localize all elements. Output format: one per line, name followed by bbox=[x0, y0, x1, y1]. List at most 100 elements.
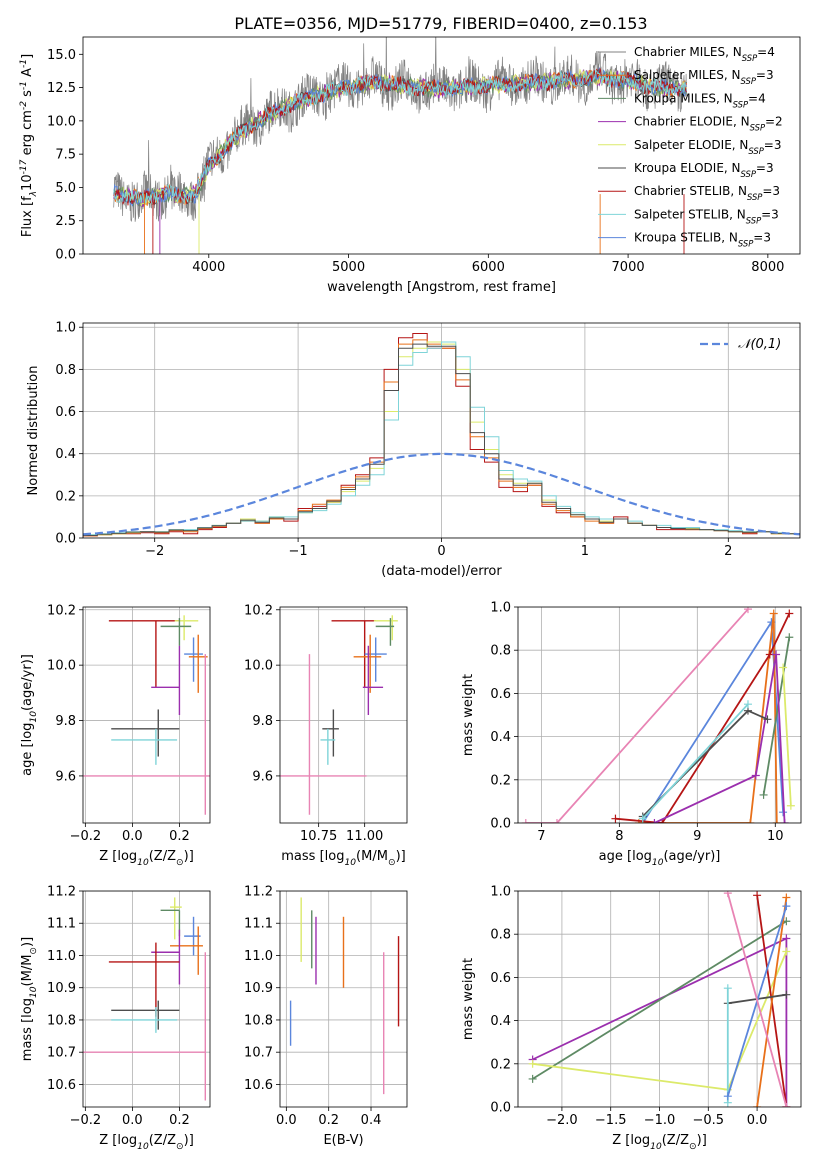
age-vs-mass-x-tick-label: 11.00 bbox=[346, 829, 383, 844]
spectrum-y-tick-label: 12.5 bbox=[47, 81, 76, 96]
mass-vs-EBV-inner bbox=[280, 891, 407, 1107]
spectrum-legend: Chabrier MILES, NSSP=4 Salpeter MILES, NS… bbox=[598, 45, 783, 249]
histogram-y-tick-label: 1.0 bbox=[55, 321, 76, 336]
weight-vs-Z-x-tick-label: −0.5 bbox=[693, 1113, 725, 1128]
age-vs-mass-xlabel: mass [log10(M/M⊙)] bbox=[281, 849, 405, 868]
mass-vs-Z-x-tick-label: 0.0 bbox=[122, 1113, 143, 1128]
hist-legend: 𝒩(0,1) bbox=[700, 337, 781, 352]
age-vs-mass-point-yellow bbox=[373, 615, 398, 641]
age-vs-mass-y-tick-label: 10.0 bbox=[244, 659, 273, 674]
age-vs-mass-point-darkgreen bbox=[375, 618, 395, 646]
weight-vs-age-marker-pink bbox=[743, 607, 752, 614]
weight-vs-age-axes: 7 8 9 10 0.0 0.2 0.4 0.6 0.8 1.0 age [log10(age/yr… bbox=[461, 601, 802, 868]
legend-label: Chabrier ELODIE, NSSP=2 bbox=[634, 115, 783, 133]
weight-vs-age-marker-darkgreen bbox=[759, 790, 768, 799]
spectrum-y-tick-label: 0.0 bbox=[55, 248, 76, 263]
age-vs-Z-y-tick-label: 10.0 bbox=[47, 659, 76, 674]
spectrum-x-tick-label: 6000 bbox=[472, 260, 505, 275]
figure-title: PLATE=0356, MJD=51779, FIBERID=0400, z=0… bbox=[234, 14, 647, 33]
age-vs-mass-y-tick-label: 9.6 bbox=[252, 769, 273, 784]
weight-vs-age-marker-pink bbox=[521, 819, 530, 823]
age-vs-Z-xlabel: Z [log10(Z/Z⊙)] bbox=[99, 849, 194, 868]
spectrum-frame bbox=[82, 36, 801, 255]
weight-vs-age-marker-orange bbox=[772, 819, 781, 823]
weight-vs-Z-marker-orange bbox=[753, 1103, 762, 1107]
weight-vs-age-marker-red bbox=[658, 819, 667, 823]
age-vs-mass-frame bbox=[279, 606, 408, 824]
mass-vs-Z-point-pink bbox=[83, 952, 206, 1101]
plots: 4000 5000 6000 7000 80000.02.55.07.510.012.5… bbox=[19, 36, 802, 1152]
age-vs-Z-y-tick-label: 9.8 bbox=[55, 714, 76, 729]
age-vs-Z-point-darkgreen bbox=[160, 618, 192, 646]
legend-label: Chabrier MILES, NSSP=4 bbox=[634, 45, 775, 63]
mass-vs-EBV-y-tick-label: 10.8 bbox=[244, 1013, 273, 1028]
mass-vs-Z-axes: −0.2 0.0 0.2 10.6 10.7 10.8 10.9 11.0 11.1 11.2 Z … bbox=[20, 885, 211, 1152]
age-vs-mass-y-tick-label: 10.2 bbox=[244, 603, 273, 618]
mass-vs-Z-point-darkgrey bbox=[111, 1000, 180, 1030]
weight-vs-age-series-pink bbox=[525, 608, 749, 823]
spectrum-series-blue bbox=[113, 66, 687, 207]
weight-vs-Z-marker-orange bbox=[782, 893, 791, 902]
weight-vs-Z-inner bbox=[518, 891, 801, 1107]
weight-vs-Z-axes: −2.0 −1.5 −1.0 −0.5 0.0 0.0 0.2 0.4 0.6 0.8 1.0 Z [… bbox=[461, 885, 802, 1152]
age-vs-mass-point-pink bbox=[280, 654, 367, 815]
weight-vs-age-series-cyan bbox=[642, 703, 749, 820]
weight-vs-Z-marker-blue bbox=[723, 1092, 732, 1101]
age-vs-Z-inner bbox=[83, 607, 210, 823]
mass-vs-EBV-x-tick-label: 0.4 bbox=[361, 1113, 382, 1128]
age-vs-Z-axes: −0.2 0.0 0.2 9.6 9.8 10.0 10.2 Z [log10(Z/Z⊙)] a… bbox=[20, 603, 211, 868]
histogram-x-tick-label: 2 bbox=[724, 544, 732, 559]
weight-vs-age-xlabel: age [log10(age/yr)] bbox=[599, 849, 721, 868]
weight-vs-age-marker-purple bbox=[772, 650, 781, 659]
weight-vs-age-marker-red bbox=[611, 814, 620, 823]
legend-label: Salpeter MILES, NSSP=3 bbox=[634, 68, 774, 86]
weight-vs-age-y-tick-label: 0.8 bbox=[490, 644, 511, 659]
mass-vs-Z-inner bbox=[83, 891, 210, 1107]
weight-vs-Z-marker-cyan bbox=[723, 984, 732, 993]
spectrum-y-tick-label: 15.0 bbox=[47, 48, 76, 63]
age-vs-Z-point-blue bbox=[184, 637, 203, 682]
spectrum-y-tick-label: 7.5 bbox=[55, 148, 76, 163]
mass-vs-EBV-y-tick-label: 10.6 bbox=[244, 1078, 273, 1093]
mass-vs-Z-y-tick-label: 10.9 bbox=[47, 981, 76, 996]
mass-vs-Z-y-tick-label: 11.2 bbox=[47, 885, 76, 900]
mass-vs-EBV-axes: 0.0 0.2 0.4 10.6 10.7 10.8 10.9 11.0 11.1 11.2 E(B… bbox=[244, 885, 408, 1148]
weight-vs-age-series-yellow bbox=[782, 667, 792, 806]
mass-vs-EBV-y-tick-label: 11.0 bbox=[244, 949, 273, 964]
weight-vs-age-series-darkgreen bbox=[762, 637, 791, 796]
histogram-xlabel: (data-model)/error bbox=[381, 564, 502, 579]
normal-curve bbox=[83, 452, 800, 536]
mass-vs-Z-point-orange bbox=[170, 926, 203, 975]
age-vs-Z-point-pink bbox=[83, 654, 210, 815]
histogram-x-tick-label: −2 bbox=[145, 544, 164, 559]
weight-vs-age-y-tick-label: 1.0 bbox=[490, 601, 511, 616]
weight-vs-Z-y-tick-label: 0.4 bbox=[490, 1014, 511, 1029]
weight-vs-Z-frame bbox=[517, 890, 802, 1108]
weight-vs-age-marker-yellow bbox=[786, 801, 795, 810]
spectrum-xlabel: wavelength [Angstrom, rest frame] bbox=[327, 280, 556, 295]
legend-label: Kroupa MILES, NSSP=4 bbox=[634, 91, 766, 109]
weight-vs-Z-x-tick-label: −2.0 bbox=[546, 1113, 578, 1128]
spectrum-ylabel: Flux [fλ10-17 erg cm-2 s-1 A-1] bbox=[19, 54, 39, 237]
mass-vs-Z-frame bbox=[82, 890, 211, 1108]
age-vs-mass-point-purple bbox=[362, 645, 384, 715]
weight-vs-age-marker-pink bbox=[552, 819, 561, 823]
histogram-x-tick-label: −1 bbox=[289, 544, 308, 559]
histogram-y-tick-label: 0.8 bbox=[55, 363, 76, 378]
weight-vs-Z-x-tick-label: −1.0 bbox=[644, 1113, 676, 1128]
mass-vs-Z-point-red bbox=[108, 942, 180, 1017]
weight-vs-Z-marker-purple bbox=[782, 934, 791, 943]
mass-vs-Z-x-tick-label: 0.2 bbox=[169, 1113, 190, 1128]
weight-vs-age-marker-purple bbox=[780, 819, 789, 823]
weight-vs-Z-marker-darkgrey bbox=[782, 990, 791, 999]
mass-vs-Z-ylabel: mass [log10(M/M⊙)] bbox=[20, 937, 39, 1061]
weight-vs-age-inner bbox=[518, 607, 801, 823]
weight-vs-Z-marker-yellow bbox=[782, 947, 791, 956]
mass-vs-EBV-frame bbox=[279, 890, 408, 1108]
weight-vs-age-y-tick-label: 0.0 bbox=[490, 817, 511, 832]
weight-vs-age-y-tick-label: 0.6 bbox=[490, 687, 511, 702]
spectrum-x-tick-label: 8000 bbox=[751, 260, 784, 275]
histogram-frame bbox=[82, 322, 801, 539]
age-vs-Z-y-tick-label: 10.2 bbox=[47, 603, 76, 618]
